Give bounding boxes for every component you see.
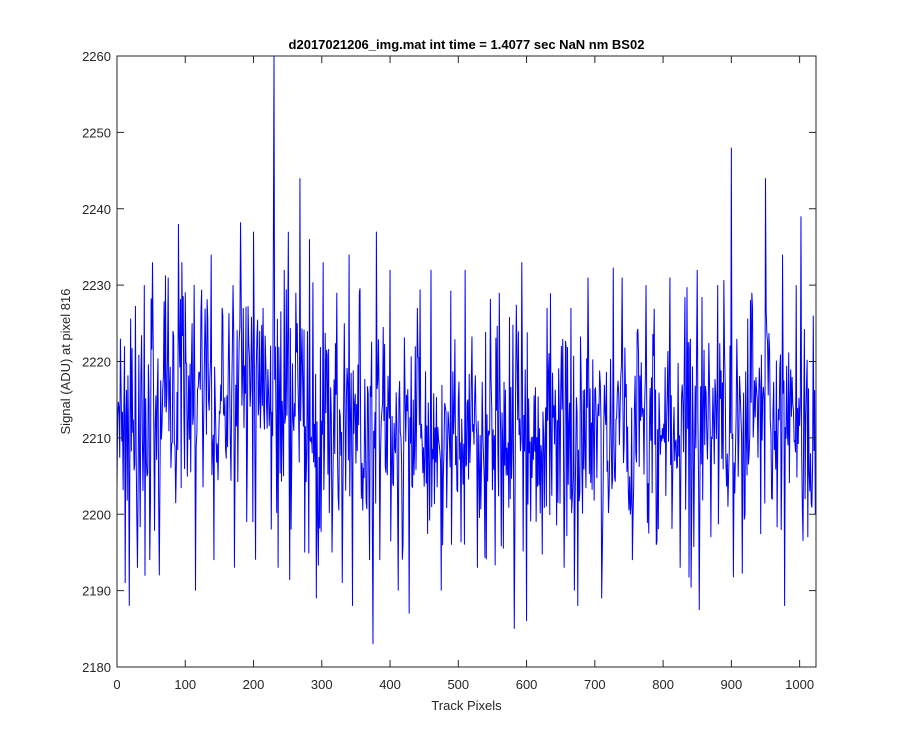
x-axis-label: Track Pixels — [431, 698, 502, 713]
y-axis-label: Signal (ADU) at pixel 816 — [58, 289, 73, 435]
x-tick-label: 0 — [113, 677, 120, 692]
axes-box — [116, 55, 817, 668]
x-tick-label: 300 — [311, 677, 333, 692]
chart-title: d2017021206_img.mat int time = 1.4077 se… — [289, 37, 645, 52]
y-tick-label: 2240 — [82, 202, 111, 217]
x-tick-label: 400 — [379, 677, 401, 692]
y-tick-label: 2260 — [82, 49, 111, 64]
y-tick-label: 2210 — [82, 431, 111, 446]
x-tick-label: 500 — [447, 677, 469, 692]
x-tick-label: 700 — [584, 677, 606, 692]
x-tick-label: 600 — [516, 677, 538, 692]
x-tick-label: 200 — [243, 677, 265, 692]
y-tick-label: 2180 — [82, 660, 111, 675]
x-tick-label: 100 — [174, 677, 196, 692]
x-tick-labels: 0 100 200 300 400 500 600 700 800 900 1000 — [113, 677, 814, 692]
series-line — [116, 55, 816, 645]
x-tick-label: 900 — [721, 677, 743, 692]
y-tick-label: 2230 — [82, 278, 111, 293]
y-tick-labels: 2180 2190 2200 2210 2220 2230 2240 2250 2260 — [82, 49, 111, 675]
x-tick-label: 1000 — [785, 677, 814, 692]
y-tick-label: 2220 — [82, 355, 111, 370]
y-tick-label: 2250 — [82, 125, 111, 140]
y-tick-label: 2190 — [82, 584, 111, 599]
x-tick-label: 800 — [652, 677, 674, 692]
y-tick-label: 2200 — [82, 507, 111, 522]
